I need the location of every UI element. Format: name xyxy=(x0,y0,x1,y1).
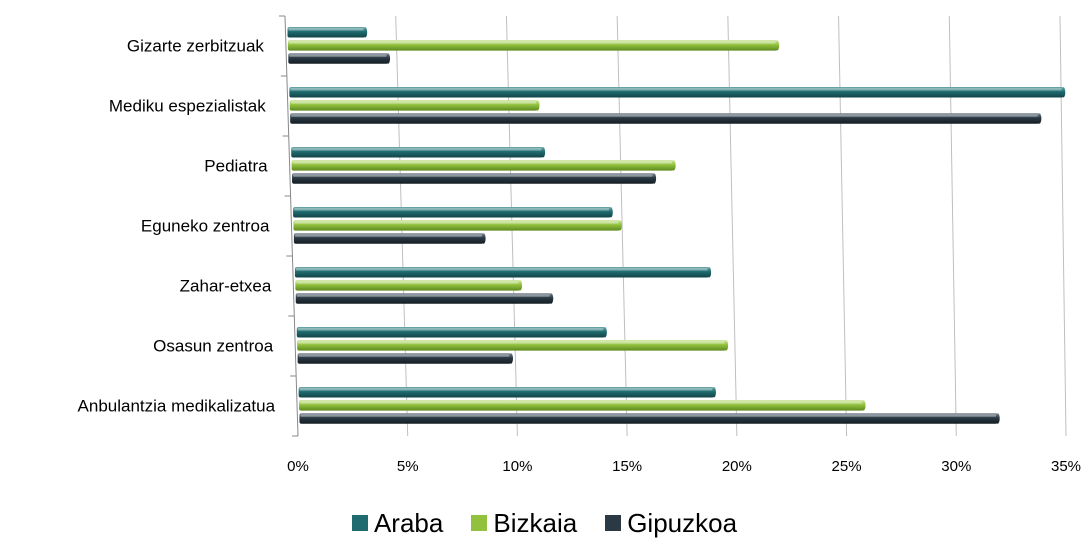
bar-highlight xyxy=(295,268,709,271)
bar-cap xyxy=(652,173,657,184)
bar-cap xyxy=(541,147,546,158)
bar-highlight xyxy=(291,114,1039,117)
legend-item-gipuzkoa: Gipuzkoa xyxy=(605,510,737,536)
bar-gipuzkoa xyxy=(288,53,389,64)
gridlines xyxy=(279,15,1067,437)
category-label: Eguneko zentroa xyxy=(141,216,270,235)
bar-cap xyxy=(518,280,523,291)
bars xyxy=(287,27,1066,424)
bar-gipuzkoa xyxy=(295,293,552,304)
bar-cap xyxy=(724,340,729,351)
bar-cap xyxy=(509,353,514,364)
legend-swatch-bizkaia xyxy=(471,515,488,531)
x-tick-label: 30% xyxy=(941,458,971,475)
x-tick-label: 25% xyxy=(832,458,862,475)
bar-highlight xyxy=(294,234,483,237)
bar-bizkaia xyxy=(291,160,674,171)
bar-cap xyxy=(995,413,1000,424)
bar-cap xyxy=(481,233,486,244)
bar-cap xyxy=(608,207,613,218)
category-label: Osasun zentroa xyxy=(153,336,274,355)
gridline xyxy=(948,15,957,437)
category-label: Mediku espezialistak xyxy=(109,96,266,115)
bar-gipuzkoa xyxy=(290,113,1040,124)
bar-araba xyxy=(291,147,544,158)
bar-highlight xyxy=(290,101,537,104)
legend-label-bizkaia: Bizkaia xyxy=(493,508,578,538)
bar-highlight xyxy=(298,341,726,344)
bar-gipuzkoa xyxy=(293,233,484,244)
bar-cap xyxy=(1037,113,1042,124)
category-label: Gizarte zerbitzuak xyxy=(127,36,264,55)
bar-cap xyxy=(861,400,866,411)
bar-highlight xyxy=(292,161,673,164)
bar-highlight xyxy=(298,354,511,357)
bar-highlight xyxy=(290,88,1063,91)
bar-gipuzkoa xyxy=(292,173,655,184)
gridline xyxy=(616,15,628,437)
category-label: Anbulantzia medikalizatua xyxy=(78,396,276,415)
bar-bizkaia xyxy=(297,340,727,351)
legend-swatch-araba xyxy=(351,515,368,531)
gridline xyxy=(727,15,738,437)
bar-araba xyxy=(293,207,611,218)
legend-label-gipuzkoa: Gipuzkoa xyxy=(627,508,738,538)
gridline xyxy=(838,15,848,437)
bar-araba xyxy=(296,327,605,338)
bar-highlight xyxy=(299,388,713,391)
bar-cap xyxy=(711,387,716,398)
bar-bizkaia xyxy=(295,280,521,291)
bar-cap xyxy=(707,267,712,278)
bar-highlight xyxy=(294,221,619,224)
bar-araba xyxy=(289,87,1064,98)
bar-highlight xyxy=(300,414,997,417)
x-tick-label: 20% xyxy=(722,458,752,475)
category-label: Zahar-etxea xyxy=(180,276,272,295)
bar-highlight xyxy=(296,281,520,284)
bar-highlight xyxy=(289,54,388,57)
bar-highlight xyxy=(292,148,543,151)
bar-cap xyxy=(602,327,607,338)
bar-highlight xyxy=(296,294,551,297)
bar-araba xyxy=(294,267,710,278)
legend-item-bizkaia: Bizkaia xyxy=(471,510,577,536)
bar-cap xyxy=(535,100,540,111)
x-tick-label: 15% xyxy=(612,458,642,475)
legend-item-araba: Araba xyxy=(351,508,444,538)
bar-bizkaia xyxy=(299,400,864,411)
bar-highlight xyxy=(288,28,365,31)
bar-bizkaia xyxy=(293,220,620,231)
gridline xyxy=(1059,15,1067,437)
x-tick-labels: 0% 5% 10% 15% 20% 25% 30% 35% xyxy=(287,458,1081,475)
category-labels: Gizarte zerbitzuak Mediku espezialistak Pe… xyxy=(78,36,276,415)
x-tick-label: 10% xyxy=(502,458,532,475)
x-tick-label: 0% xyxy=(287,458,309,475)
gridline xyxy=(284,15,299,437)
legend-label-araba: Araba xyxy=(373,508,444,538)
bar-highlight xyxy=(297,328,604,331)
bar-bizkaia xyxy=(287,40,778,51)
bar-gipuzkoa xyxy=(299,413,998,424)
legend: Araba Bizkaia Gipuzkoa xyxy=(0,510,1089,536)
bar-cap xyxy=(1061,87,1066,98)
bar-cap xyxy=(617,220,622,231)
bar-gipuzkoa xyxy=(297,353,512,364)
bar-cap xyxy=(363,27,368,38)
bar-highlight xyxy=(288,41,777,44)
bar-highlight xyxy=(294,208,610,211)
bar-highlight xyxy=(293,174,654,177)
x-tick-label: 5% xyxy=(397,458,419,475)
bar-bizkaia xyxy=(289,100,538,111)
legend-swatch-gipuzkoa xyxy=(605,515,622,531)
bar-araba xyxy=(298,387,714,398)
category-label: Pediatra xyxy=(204,156,268,175)
bar-cap xyxy=(386,53,391,64)
bar-cap xyxy=(549,293,554,304)
bar-cap xyxy=(671,160,676,171)
bar-cap xyxy=(775,40,780,51)
bar-araba xyxy=(287,27,366,38)
x-tick-label: 35% xyxy=(1051,458,1081,475)
bar-highlight xyxy=(300,401,863,404)
